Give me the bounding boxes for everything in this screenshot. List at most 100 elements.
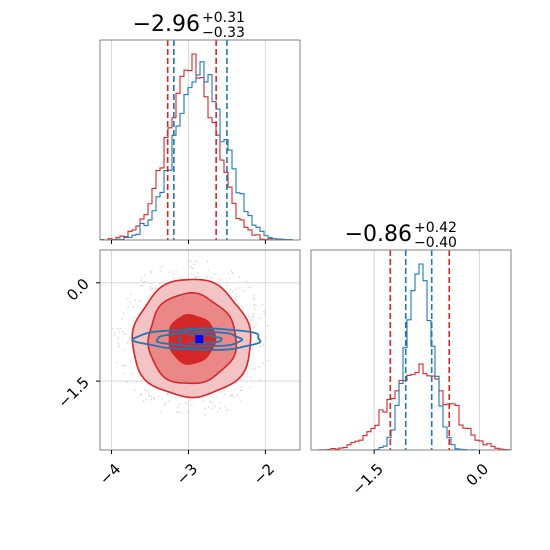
scatter-point — [195, 275, 198, 278]
scatter-point — [163, 404, 165, 406]
scatter-point — [231, 271, 234, 274]
scatter-point — [138, 300, 141, 302]
blue-contour-level — [131, 327, 262, 351]
scatter-point — [168, 271, 171, 273]
histogram-step-red — [99, 53, 300, 241]
scatter-point — [247, 286, 250, 289]
scatter-point — [235, 288, 237, 291]
scatter-point — [218, 278, 221, 281]
center-markers — [181, 335, 204, 344]
scatter-point — [159, 270, 162, 272]
scatter-point — [234, 297, 237, 299]
scatter-point — [207, 406, 210, 408]
scatter-point — [147, 297, 149, 300]
scatter-point — [166, 393, 169, 396]
axes-frame — [310, 249, 512, 451]
x-tick-label: 0.0 — [463, 460, 493, 490]
scatter-point — [142, 281, 144, 284]
scatter-point — [266, 324, 268, 327]
scatter-point — [233, 396, 235, 398]
scatter-point — [219, 407, 221, 410]
scatter-point — [162, 281, 164, 284]
scatter-point — [140, 284, 143, 287]
scatter-point — [151, 271, 153, 273]
scatter-point — [252, 297, 255, 300]
scatter-point — [232, 272, 235, 275]
title-upper-error: +0.31 — [202, 10, 245, 26]
histogram-step-blue — [100, 61, 300, 241]
histogram-bars — [311, 263, 512, 451]
scatter-point — [214, 405, 217, 408]
scatter-point — [263, 310, 265, 313]
scatter-point — [167, 400, 170, 403]
histogram-panel-param-1: −2.96 +0.31 −0.33 — [99, 10, 301, 244]
scatter-point — [159, 411, 162, 414]
scatter-point — [254, 367, 257, 370]
scatter-point — [241, 305, 244, 307]
scatter-point — [195, 260, 198, 263]
scatter-point — [130, 293, 132, 296]
scatter-point — [117, 342, 119, 344]
scatter-point — [236, 394, 239, 397]
scatter-point — [238, 276, 241, 278]
scatter-point — [237, 302, 240, 305]
scatter-point — [148, 392, 150, 395]
x-tick-label: −1.5 — [348, 460, 386, 498]
scatter-point — [191, 267, 193, 269]
title-upper-error: +0.42 — [414, 220, 457, 236]
scatter-point — [140, 279, 142, 282]
scatter-point — [226, 281, 229, 283]
scatter-point — [253, 303, 256, 306]
histogram-bars — [99, 53, 300, 241]
scatter-point — [251, 347, 254, 350]
scatter-point — [120, 318, 123, 320]
scatter-point — [112, 327, 114, 330]
scatter-point — [144, 388, 147, 391]
scatter-point — [252, 346, 254, 348]
scatter-point — [223, 393, 226, 396]
axes-frame — [99, 39, 301, 241]
scatter-point — [255, 322, 257, 325]
contour-panel: −4 −3 −2 0.0 −1.5 — [54, 249, 301, 488]
scatter-point — [204, 413, 207, 416]
scatter-point — [150, 282, 152, 284]
scatter-point — [266, 359, 269, 362]
scatter-point — [246, 373, 248, 375]
scatter-point — [164, 402, 167, 405]
scatter-point — [229, 288, 232, 291]
scatter-point — [172, 273, 175, 276]
scatter-point — [149, 285, 152, 288]
scatter-point — [206, 260, 209, 263]
scatter-point — [227, 273, 230, 275]
scatter-point — [140, 277, 143, 279]
scatter-point — [252, 313, 255, 315]
scatter-point — [193, 263, 195, 266]
scatter-point — [230, 270, 233, 272]
scatter-point — [135, 380, 138, 383]
title-value: −2.96 — [133, 12, 200, 37]
scatter-point — [259, 345, 261, 348]
scatter-point — [224, 405, 226, 408]
scatter-point — [190, 272, 193, 275]
scatter-point — [229, 394, 232, 397]
scatter-point — [137, 372, 140, 374]
scatter-point — [188, 260, 191, 262]
center-marker-blue — [195, 335, 204, 344]
scatter-point — [262, 343, 265, 346]
scatter-point — [245, 376, 248, 378]
axes-frame — [99, 249, 301, 451]
scatter-point — [148, 394, 151, 397]
scatter-point — [265, 336, 267, 339]
y-tick-label: −1.5 — [54, 373, 92, 411]
scatter-point — [145, 398, 147, 401]
center-marker-red — [181, 335, 190, 344]
scatter-point — [154, 287, 157, 289]
scatter-point — [123, 348, 126, 351]
scatter-point — [253, 299, 256, 301]
scatter-point — [194, 276, 197, 279]
scatter-point — [209, 400, 211, 403]
scatter-point — [254, 325, 256, 327]
scatter-point — [178, 403, 181, 406]
scatter-point — [238, 287, 241, 289]
scatter-point — [261, 303, 264, 306]
